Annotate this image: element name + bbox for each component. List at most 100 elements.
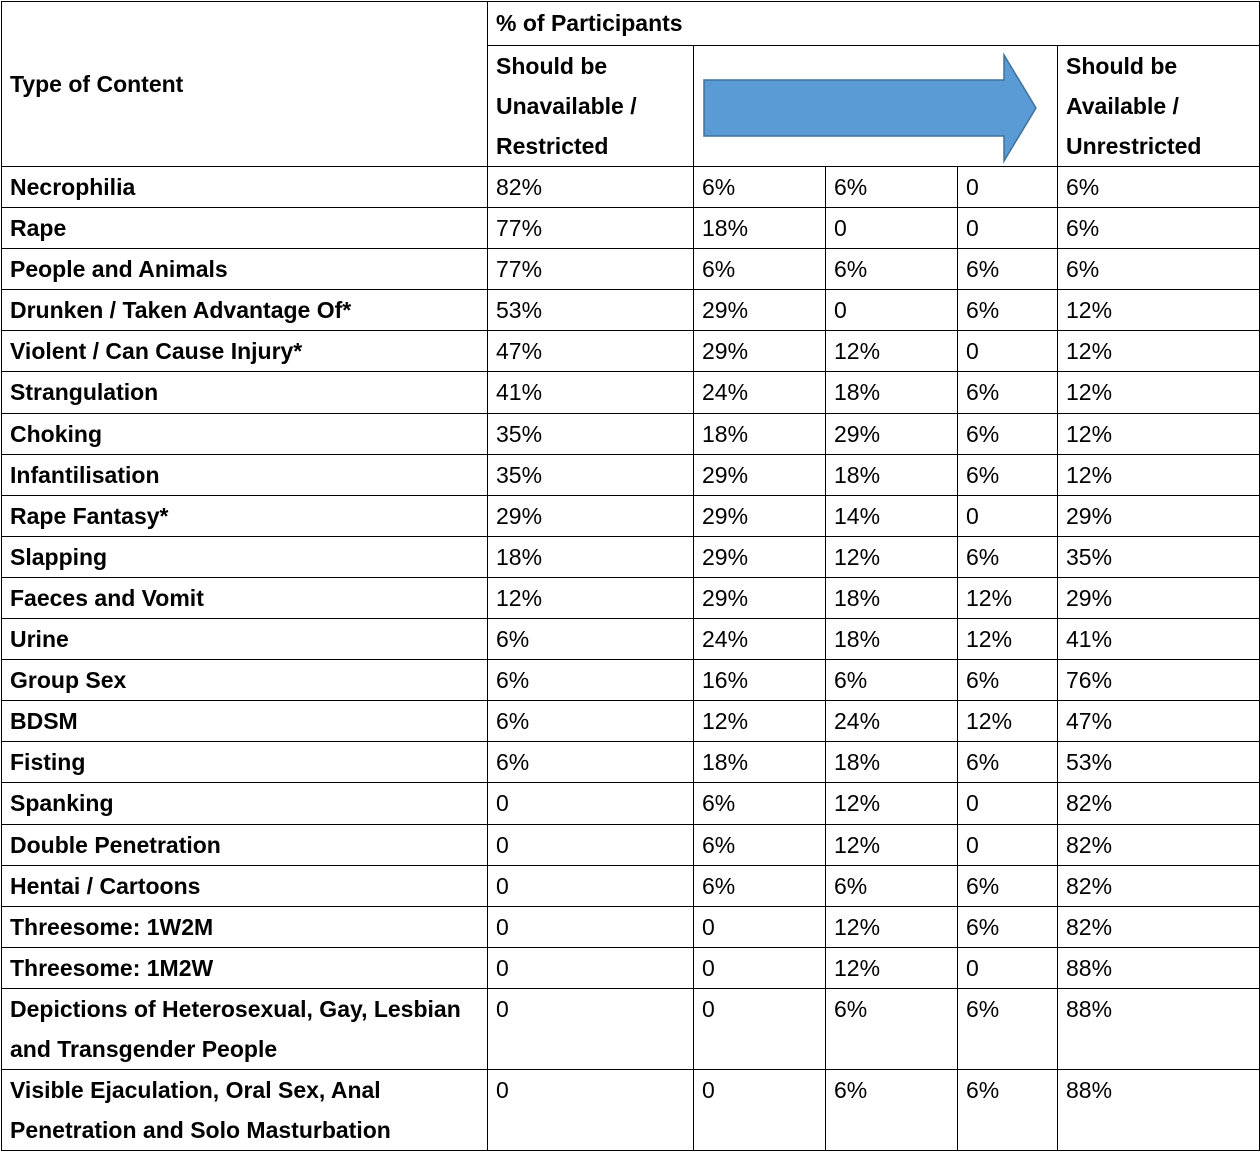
percent-cell: 6% (487, 700, 694, 743)
percent-cell: 0 (957, 165, 1058, 209)
percent-cell: 12% (957, 700, 1058, 743)
percent-cell: 24% (825, 700, 958, 743)
percent-cell: 18% (693, 741, 826, 784)
percent-cell: 12% (825, 905, 958, 948)
percent-cell: 18% (825, 741, 958, 784)
table-row: Faeces and Vomit 12% 29% 18% 12% 29% (1, 576, 1260, 620)
percent-cell: 29% (693, 494, 826, 537)
table-row: Double Penetration 0 6% 12% 0 82% (1, 823, 1260, 866)
content-type: Strangulation (1, 371, 488, 414)
percent-cell: 77% (487, 207, 694, 250)
percent-cell: 29% (693, 289, 826, 332)
arrow (703, 52, 1037, 164)
header-type: Type of Content (1, 1, 488, 167)
percent-cell: 29% (1056, 494, 1260, 537)
arrow-cell (693, 45, 1058, 167)
percent-cell: 0 (487, 823, 694, 866)
percent-cell: 24% (693, 371, 826, 414)
percent-cell: 12% (825, 782, 958, 825)
percent-cell: 12% (825, 823, 958, 866)
percent-cell: 29% (693, 576, 826, 620)
percent-cell: 0 (487, 864, 694, 907)
percent-cell: 77% (487, 248, 694, 291)
percent-cell: 12% (1056, 371, 1260, 414)
percent-cell: 82% (1056, 782, 1260, 825)
percent-cell: 0 (825, 207, 958, 250)
percent-cell: 76% (1056, 659, 1260, 702)
percent-cell: 0 (957, 782, 1058, 825)
percent-cell: 41% (1056, 618, 1260, 661)
percent-cell: 6% (693, 823, 826, 866)
percent-cell: 6% (957, 659, 1058, 702)
percent-cell: 12% (957, 618, 1058, 661)
content-type: Infantilisation (1, 453, 488, 496)
percent-cell: 29% (693, 453, 826, 496)
percent-cell: 12% (1056, 289, 1260, 332)
percent-cell: 18% (825, 618, 958, 661)
table-row: Hentai / Cartoons 0 6% 6% 6% 82% (1, 864, 1260, 907)
percent-cell: 14% (825, 494, 958, 537)
content-type: Hentai / Cartoons (1, 864, 488, 907)
percent-cell: 12% (693, 700, 826, 743)
percent-cell: 29% (1056, 576, 1260, 620)
content-type: Drunken / Taken Advantage Of* (1, 289, 488, 332)
percent-cell: 6% (693, 782, 826, 825)
percent-cell: 6% (825, 1069, 958, 1152)
table-row: Threesome: 1M2W 0 0 12% 0 88% (1, 946, 1260, 989)
table-row: Group Sex 6% 16% 6% 6% 76% (1, 659, 1260, 702)
percent-cell: 0 (693, 1069, 826, 1152)
percent-cell: 6% (825, 165, 958, 209)
content-type: Fisting (1, 741, 488, 784)
percent-cell: 18% (825, 576, 958, 620)
percent-cell: 0 (487, 782, 694, 825)
content-type: Threesome: 1W2M (1, 905, 488, 948)
percent-cell: 6% (693, 248, 826, 291)
percent-cell: 6% (957, 535, 1058, 578)
percent-cell: 6% (825, 659, 958, 702)
content-type: Double Penetration (1, 823, 488, 866)
percent-cell: 12% (957, 576, 1058, 620)
content-type: Choking (1, 412, 488, 455)
percent-cell: 6% (693, 864, 826, 907)
percent-cell: 18% (693, 412, 826, 455)
percent-cell: 82% (1056, 823, 1260, 866)
percent-cell: 6% (957, 905, 1058, 948)
percent-cell: 0 (957, 823, 1058, 866)
percent-cell: 53% (487, 289, 694, 332)
content-type: Faeces and Vomit (1, 576, 488, 620)
table-row: Urine 6% 24% 18% 12% 41% (1, 618, 1260, 661)
content-type: BDSM (1, 700, 488, 743)
table-row: Depictions of Heterosexual, Gay, Lesbian… (1, 987, 1260, 1071)
percent-cell: 53% (1056, 741, 1260, 784)
percent-cell: 6% (957, 741, 1058, 784)
percent-cell: 6% (825, 864, 958, 907)
content-type: Violent / Can Cause Injury* (1, 330, 488, 373)
percent-cell: 41% (487, 371, 694, 414)
percent-cell: 0 (693, 987, 826, 1071)
percent-cell: 88% (1056, 946, 1260, 989)
percent-cell: 0 (825, 289, 958, 332)
percent-cell: 6% (957, 289, 1058, 332)
percent-cell: 6% (957, 864, 1058, 907)
percent-cell: 6% (825, 248, 958, 291)
percent-cell: 82% (1056, 864, 1260, 907)
percent-cell: 6% (693, 165, 826, 209)
percent-cell: 6% (825, 987, 958, 1071)
percent-cell: 6% (1056, 165, 1260, 209)
table-row: Necrophilia 82% 6% 6% 0 6% (1, 165, 1260, 209)
table-row: Rape 77% 18% 0 0 6% (1, 207, 1260, 250)
percent-cell: 12% (1056, 330, 1260, 373)
table-row: BDSM 6% 12% 24% 12% 47% (1, 700, 1260, 743)
content-type: Slapping (1, 535, 488, 578)
content-type: Urine (1, 618, 488, 661)
percent-cell: 0 (957, 207, 1058, 250)
content-type: Spanking (1, 782, 488, 825)
percent-cell: 47% (487, 330, 694, 373)
percent-cell: 0 (487, 905, 694, 948)
percent-cell: 6% (957, 987, 1058, 1071)
percent-cell: 6% (487, 618, 694, 661)
percent-cell: 35% (487, 453, 694, 496)
percent-cell: 88% (1056, 1069, 1260, 1152)
header-right: Should be Available / Unrestricted (1056, 45, 1260, 167)
